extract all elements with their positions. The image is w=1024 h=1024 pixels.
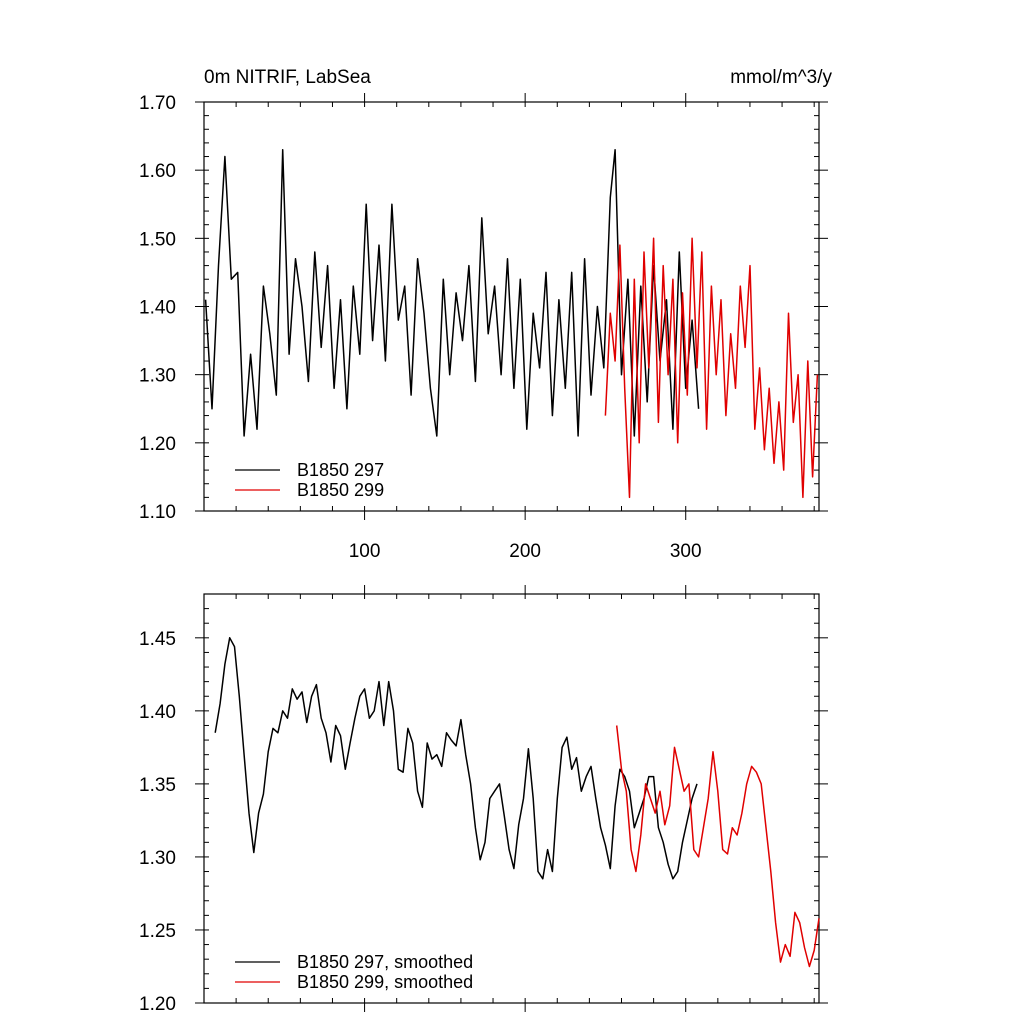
bottom-plot-frame [203, 593, 820, 1004]
bottom-series-group [214, 637, 820, 968]
y-tick-label: 1.50 [139, 229, 176, 250]
y-tick-label: 1.20 [139, 994, 176, 1015]
bottom-axes: 1.20 1.25 1.30 1.35 1.40 1.45 [139, 585, 828, 1015]
top-chart-title: 0m NITRIF, LabSea [204, 67, 371, 88]
top-series-line-b1850-299 [604, 237, 819, 499]
top-series-line-b1850-297 [204, 148, 700, 437]
bottom-legend: B1850 297, smoothed B1850 299, smoothed [235, 952, 473, 992]
legend-label-b1850-299-smoothed: B1850 299, smoothed [297, 972, 473, 992]
bottom-series-line-b1850-297-smoothed [214, 637, 698, 880]
y-tick-label: 1.60 [139, 161, 176, 182]
y-tick-label: 1.30 [139, 366, 176, 387]
y-tick-label: 1.70 [139, 93, 176, 114]
y-tick-label: 1.45 [139, 629, 176, 650]
y-tick-label: 1.20 [139, 434, 176, 455]
top-plot-frame [203, 101, 820, 512]
top-series-group [204, 148, 819, 499]
x-tick-label: 200 [509, 541, 541, 562]
y-tick-label: 1.25 [139, 921, 176, 942]
legend-label-b1850-297-smoothed: B1850 297, smoothed [297, 952, 473, 972]
bottom-panel: 1.20 1.25 1.30 1.35 1.40 1.45 B1850 297, smoo… [139, 585, 828, 1015]
x-tick-label: 300 [670, 541, 702, 562]
y-tick-label: 1.35 [139, 775, 176, 796]
top-axes: 1.10 1.20 1.30 1.40 1.50 1.60 1.70 100 200 300 [139, 93, 828, 562]
legend-label-b1850-297: B1850 297 [297, 460, 384, 480]
legend-label-b1850-299: B1850 299 [297, 480, 384, 500]
x-tick-label: 100 [349, 541, 381, 562]
bottom-series-line-b1850-299-smoothed [615, 725, 820, 968]
top-panel: 0m NITRIF, LabSea mmol/m^3/y 1.10 1.20 1.3… [139, 67, 832, 562]
top-legend: B1850 297 B1850 299 [235, 460, 384, 500]
y-tick-label: 1.10 [139, 502, 176, 523]
y-tick-label: 1.40 [139, 298, 176, 319]
y-tick-label: 1.40 [139, 702, 176, 723]
y-tick-label: 1.30 [139, 848, 176, 869]
top-chart-units: mmol/m^3/y [730, 67, 832, 88]
